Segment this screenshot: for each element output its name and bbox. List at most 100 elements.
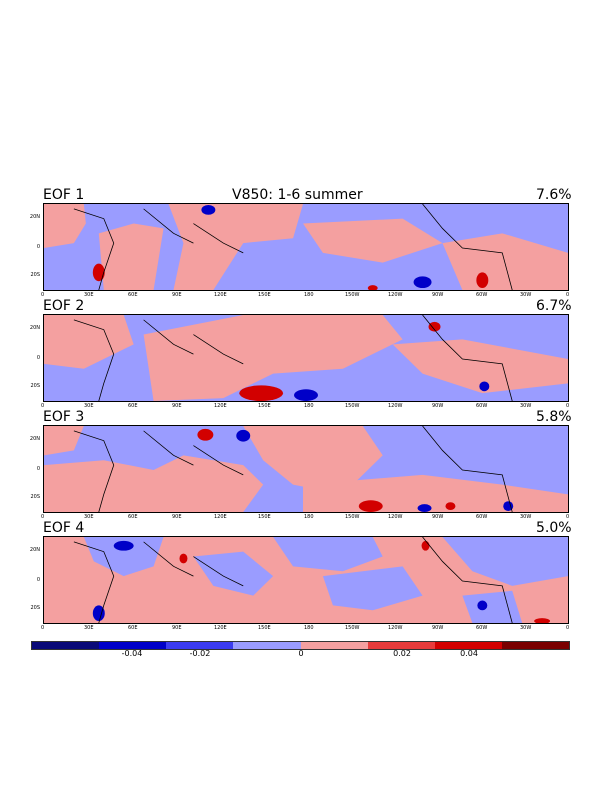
lon-tick: 120W (388, 403, 403, 409)
negative-anomaly-region (322, 566, 423, 611)
positive-anomaly-region (44, 426, 84, 456)
colorbar-label: -0.02 (189, 649, 211, 658)
eof-3-map (43, 425, 569, 513)
positive-anomaly-region (392, 339, 568, 394)
lon-tick: 150E (258, 514, 271, 520)
main-title: V850: 1-6 summer (232, 187, 363, 203)
lon-tick: 30E (84, 403, 94, 409)
panel-2-label: EOF 2 (43, 298, 85, 314)
colorbar-swatch (367, 642, 435, 649)
lon-tick: 120W (388, 514, 403, 520)
panel-4-variance: 5.0% (536, 520, 572, 536)
colorbar-label: 0 (298, 649, 304, 658)
lon-tick: 180 (304, 292, 314, 298)
eof-2-map (43, 314, 569, 402)
lon-tick: 0 (566, 625, 570, 631)
eof-4-map (43, 536, 569, 624)
panel-1-label: EOF 1 (43, 187, 85, 203)
negative-anomaly-region (442, 537, 568, 586)
positive-anomaly-region (44, 455, 264, 512)
strong-positive-anomaly (239, 385, 284, 401)
lon-tick: 60E (128, 514, 138, 520)
colorbar-label: 0.04 (460, 649, 478, 658)
positive-anomaly-region (243, 426, 383, 495)
lat-tick: 20S (30, 494, 40, 500)
lon-tick: 60W (476, 625, 488, 631)
lon-tick: 90W (432, 514, 444, 520)
strong-negative-anomaly (92, 605, 105, 622)
positive-anomaly-region (442, 233, 568, 290)
colorbar-swatch (501, 642, 569, 649)
colorbar-swatch (99, 642, 167, 649)
lat-tick: 20N (29, 436, 40, 442)
lon-tick: 0 (41, 292, 45, 298)
negative-anomaly-region (273, 537, 383, 572)
lon-tick: 30E (84, 514, 94, 520)
negative-anomaly-region (83, 537, 164, 577)
lon-tick: 0 (41, 514, 45, 520)
lon-tick: 150E (258, 403, 271, 409)
panel-2-variance: 6.7% (536, 298, 572, 314)
lon-tick: 150W (345, 403, 360, 409)
lon-tick: 90E (172, 292, 182, 298)
colorbar-swatch (233, 642, 301, 649)
lon-tick: 30E (84, 625, 94, 631)
lon-tick: 90W (432, 625, 444, 631)
lon-tick: 150E (258, 625, 271, 631)
eof-1-map (43, 203, 569, 291)
colorbar-swatch (32, 642, 100, 649)
panel-4-label: EOF 4 (43, 520, 85, 536)
lon-tick: 150E (258, 292, 271, 298)
strong-negative-anomaly (294, 389, 318, 401)
lon-tick: 90E (172, 625, 182, 631)
lon-tick: 0 (41, 403, 45, 409)
lat-tick: 0 (36, 577, 40, 583)
positive-anomaly-region (303, 218, 443, 263)
lon-tick: 30E (84, 292, 94, 298)
lon-tick: 120E (214, 403, 227, 409)
lon-tick: 120W (388, 292, 403, 298)
lon-tick: 0 (566, 514, 570, 520)
negative-anomaly-region (462, 590, 523, 623)
coastline (73, 315, 513, 401)
lat-tick: 0 (36, 466, 40, 472)
coastline (73, 537, 513, 623)
strong-positive-anomaly (428, 321, 441, 332)
lat-tick: 20N (29, 214, 40, 220)
lon-tick: 30W (520, 514, 532, 520)
strong-positive-anomaly (534, 618, 551, 623)
lon-tick: 30W (520, 625, 532, 631)
positive-anomaly-region (44, 315, 134, 369)
lon-tick: 180 (304, 403, 314, 409)
colorbar-swatch (166, 642, 234, 649)
lat-tick: 20N (29, 325, 40, 331)
positive-anomaly-region (168, 204, 304, 290)
positive-anomaly-region (44, 204, 86, 248)
strong-positive-anomaly (445, 502, 456, 511)
strong-positive-anomaly (476, 272, 489, 289)
lon-tick: 0 (566, 292, 570, 298)
lon-tick: 90E (172, 403, 182, 409)
strong-negative-anomaly (236, 429, 251, 442)
lat-tick: 20S (30, 605, 40, 611)
lon-tick: 0 (566, 403, 570, 409)
strong-negative-anomaly (479, 381, 490, 392)
strong-negative-anomaly (503, 501, 514, 512)
strong-negative-anomaly (113, 540, 134, 551)
strong-positive-anomaly (197, 428, 214, 441)
strong-negative-anomaly (417, 504, 432, 512)
lon-tick: 60W (476, 292, 488, 298)
lon-tick: 0 (41, 625, 45, 631)
panel-1-variance: 7.6% (536, 187, 572, 203)
colorbar (31, 641, 570, 650)
lon-tick: 150W (345, 292, 360, 298)
lat-tick: 20S (30, 272, 40, 278)
lon-tick: 90W (432, 292, 444, 298)
lon-tick: 90E (172, 514, 182, 520)
negative-anomaly-region (193, 551, 274, 596)
lon-tick: 30W (520, 292, 532, 298)
strong-negative-anomaly (477, 600, 488, 611)
lon-tick: 150W (345, 625, 360, 631)
lon-tick: 30W (520, 403, 532, 409)
positive-anomaly-region (98, 223, 164, 290)
